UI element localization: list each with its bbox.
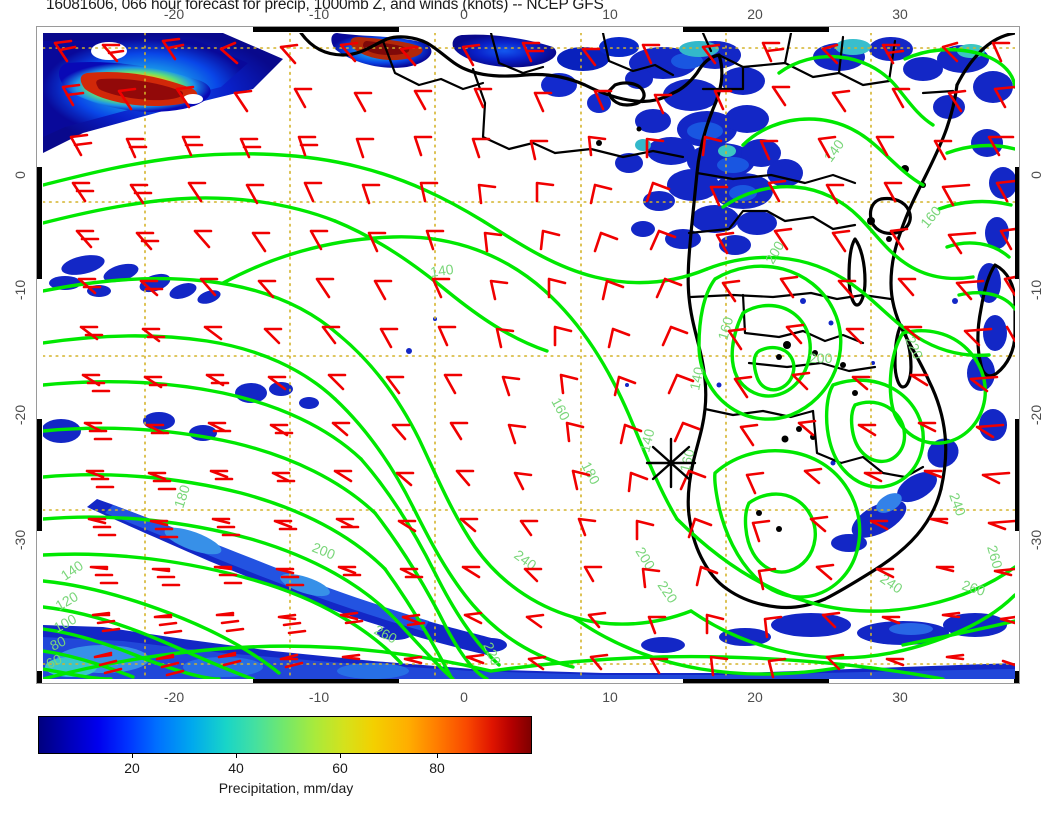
- map-graphic: 140 160 180 200 220 240 140 120 100 80 6…: [43, 33, 1015, 679]
- axis-label-top: 10: [602, 6, 618, 22]
- axis-label-top: 30: [892, 6, 908, 22]
- station-marker-icon: [645, 437, 697, 489]
- axis-tickbar-left: [37, 671, 42, 683]
- colorbar-tick: [236, 754, 237, 758]
- svg-text:80: 80: [47, 632, 68, 653]
- axis-tickbar-left: [37, 167, 42, 279]
- height-contours-layer: [43, 47, 1015, 679]
- map-canvas: 140 160 180 200 220 240 140 120 100 80 6…: [43, 33, 1015, 679]
- axis-label-top: 0: [460, 6, 468, 22]
- svg-text:180: 180: [171, 483, 194, 510]
- axis-tickbar-bottom: [683, 678, 829, 683]
- colorbar: 20 40 60 80 Precipitation, mm/day: [38, 716, 532, 796]
- svg-text:140: 140: [429, 261, 455, 280]
- axis-label-bottom: 0: [460, 689, 468, 705]
- axis-label-left: -10: [12, 279, 28, 301]
- svg-text:60: 60: [43, 650, 64, 671]
- axis-tickbar-top: [683, 27, 829, 32]
- axis-tickbar-top: [253, 27, 399, 32]
- axis-tickbar-right: [1014, 671, 1019, 683]
- axis-label-top: 20: [747, 6, 763, 22]
- axis-label-bottom: 20: [747, 689, 763, 705]
- colorbar-tick: [340, 754, 341, 758]
- svg-text:200: 200: [809, 350, 833, 366]
- page-title: 16081606, 066 hour forecast for precip, …: [46, 0, 604, 13]
- axis-label-left: 0: [12, 171, 28, 179]
- axis-tickbar-bottom: [253, 678, 399, 683]
- map-plot-area: 140 160 180 200 220 240 140 120 100 80 6…: [36, 26, 1020, 684]
- axis-label-top: -10: [308, 6, 330, 22]
- contour-labels: 140 160 180 200 220 240 140 120 100 80 6…: [43, 136, 1006, 671]
- colorbar-tick: [132, 754, 133, 758]
- axis-tickbar-right: [1014, 419, 1019, 531]
- colorbar-tick: [437, 754, 438, 758]
- colorbar-tick-label: 20: [124, 760, 140, 776]
- axis-label-right: 0: [1028, 171, 1044, 179]
- colorbar-tick-label: 80: [429, 760, 445, 776]
- axis-label-left: -30: [12, 529, 28, 551]
- axis-label-top: -20: [163, 6, 185, 22]
- axis-label-right: -20: [1028, 404, 1044, 426]
- axis-label-bottom: 30: [892, 689, 908, 705]
- colorbar-tick-label: 40: [228, 760, 244, 776]
- axis-tickbar-right: [1014, 167, 1019, 279]
- axis-label-bottom: -10: [308, 689, 330, 705]
- svg-text:140: 140: [686, 365, 707, 391]
- axis-tickbar-left: [37, 419, 42, 531]
- axis-label-right: -30: [1028, 529, 1044, 551]
- svg-text:260: 260: [984, 543, 1006, 570]
- colorbar-tick-label: 60: [332, 760, 348, 776]
- axis-label-left: -20: [12, 404, 28, 426]
- wind-barbs-layer: [53, 37, 1015, 679]
- svg-text:260: 260: [960, 577, 987, 600]
- colorbar-title: Precipitation, mm/day: [218, 780, 354, 796]
- axis-label-bottom: -20: [163, 689, 185, 705]
- axis-label-right: -10: [1028, 279, 1044, 301]
- svg-text:240: 240: [946, 491, 969, 519]
- axis-label-bottom: 10: [602, 689, 618, 705]
- colorbar-gradient: [38, 716, 532, 754]
